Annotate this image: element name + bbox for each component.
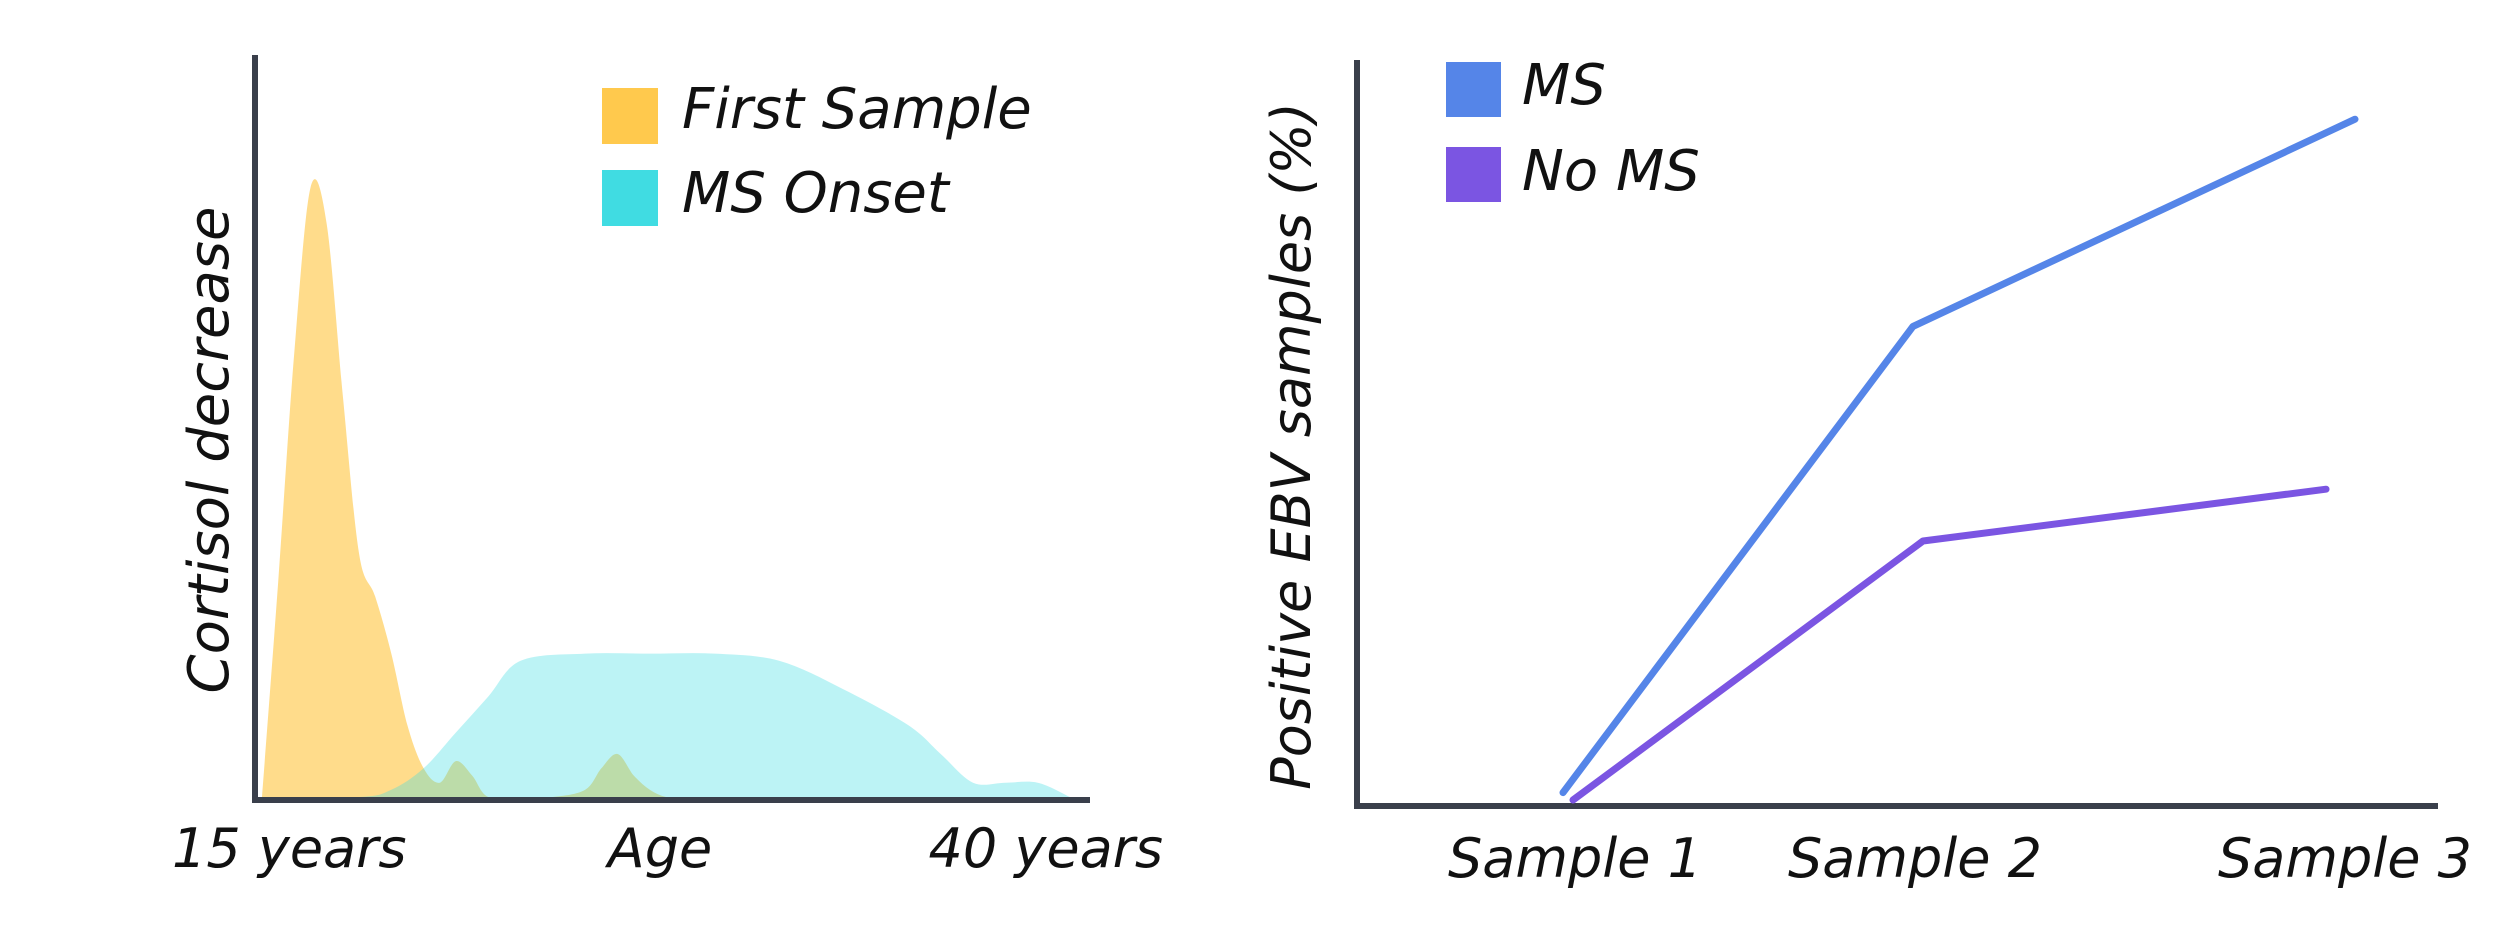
line-ms bbox=[1559, 115, 2359, 797]
legend-swatch-ms-onset bbox=[602, 170, 658, 226]
line-no-ms bbox=[1569, 485, 2330, 804]
line-series-group bbox=[1559, 115, 2359, 804]
x-tick-labels: Sample 1 Sample 2 Sample 3 bbox=[1448, 827, 2472, 890]
area-ms-onset bbox=[262, 653, 1070, 797]
legend-label-ms-onset: MS Onset bbox=[682, 161, 951, 226]
x-tick-label: 40 years bbox=[929, 817, 1163, 880]
x-tick-label-sample-1: Sample 1 bbox=[1448, 827, 1702, 890]
legend-swatch-no-ms bbox=[1446, 147, 1501, 202]
x-tick-label-sample-3: Sample 3 bbox=[2218, 827, 2472, 890]
x-tick-label: 15 years bbox=[172, 817, 406, 880]
legend-label-no-ms: No MS bbox=[1522, 139, 1700, 204]
area-series-group bbox=[262, 179, 1070, 798]
legend-swatch-ms bbox=[1446, 62, 1501, 117]
x-axis-label: Age bbox=[605, 817, 712, 880]
legend-swatch-first-sample bbox=[602, 88, 658, 144]
x-tick-label-sample-2: Sample 2 bbox=[1788, 827, 2042, 890]
y-axis-label: Positive EBV samples (%) bbox=[1260, 102, 1323, 790]
y-axis-label: Cortisol decrease bbox=[177, 207, 242, 694]
legend-label-first-sample: First Sample bbox=[682, 77, 1032, 142]
ebv-line-chart: Positive EBV samples (%) Sample 1 Sample … bbox=[1260, 53, 2472, 890]
cortisol-area-chart: Cortisol decrease 15 years Age 40 years … bbox=[172, 55, 1163, 880]
area-first-sample bbox=[262, 179, 1070, 798]
legend-label-ms: MS bbox=[1522, 53, 1606, 118]
